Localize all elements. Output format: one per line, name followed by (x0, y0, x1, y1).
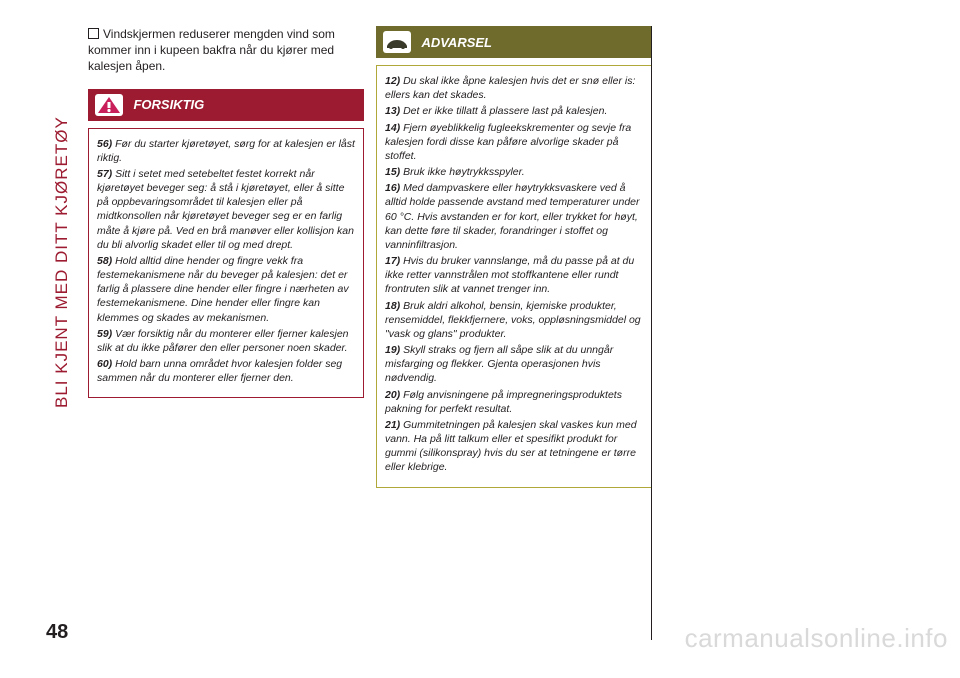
column-divider (651, 26, 652, 640)
warning-item: 58) Hold alltid dine hender og fingre ve… (97, 254, 355, 325)
item-text: Med dampvaskere eller høytrykksvaskere v… (385, 182, 640, 251)
item-number: 58) (97, 255, 115, 267)
item-number: 57) (97, 168, 115, 180)
warning-item: 13) Det er ikke tillatt å plassere last … (385, 104, 643, 118)
warning-item: 20) Følg anvisningene på impregneringspr… (385, 388, 643, 416)
warning-item: 16) Med dampvaskere eller høytrykksvaske… (385, 181, 643, 252)
intro-text: Vindskjermen reduserer mengden vind som … (88, 27, 335, 73)
item-text: Du skal ikke åpne kalesjen hvis det er s… (385, 75, 635, 101)
warning-banner: ADVARSEL (376, 26, 652, 58)
item-number: 13) (385, 105, 403, 117)
item-text: Hold alltid dine hender og fingre vekk f… (97, 255, 349, 324)
caution-banner: FORSIKTIG (88, 89, 364, 121)
warning-item: 17) Hvis du bruker vannslange, må du pas… (385, 254, 643, 297)
page-number: 48 (46, 621, 68, 644)
item-text: Følg anvisningene på impregneringsproduk… (385, 389, 622, 415)
warning-item: 18) Bruk aldri alkohol, bensin, kjemiske… (385, 299, 643, 342)
warning-item: 56) Før du starter kjøretøyet, sørg for … (97, 137, 355, 165)
item-number: 16) (385, 182, 403, 194)
item-number: 12) (385, 75, 403, 87)
item-text: Sitt i setet med setebeltet festet korre… (97, 168, 354, 251)
item-number: 17) (385, 255, 403, 267)
warning-item: 60) Hold barn unna området hvor kalesjen… (97, 357, 355, 385)
item-number: 15) (385, 166, 403, 178)
item-number: 59) (97, 328, 115, 340)
item-text: Før du starter kjøretøyet, sørg for at k… (97, 138, 355, 164)
intro-paragraph: Vindskjermen reduserer mengden vind som … (88, 26, 364, 75)
caution-box: 56) Før du starter kjøretøyet, sørg for … (88, 128, 364, 399)
item-text: Det er ikke tillatt å plassere last på k… (403, 105, 607, 117)
item-text: Hvis du bruker vannslange, må du passe p… (385, 255, 634, 295)
item-number: 18) (385, 300, 403, 312)
item-text: Skyll straks og fjern all såpe slik at d… (385, 344, 613, 384)
item-text: Bruk ikke høytrykksspyler. (403, 166, 525, 178)
manual-page: BLI KJENT MED DITT KJØRETØY 48 Vindskjer… (40, 10, 680, 650)
item-text: Gummitetningen på kalesjen skal vaskes k… (385, 419, 637, 474)
warning-item: 19) Skyll straks og fjern all såpe slik … (385, 343, 643, 386)
item-text: Hold barn unna området hvor kalesjen fol… (97, 358, 342, 384)
square-icon (88, 28, 99, 39)
item-number: 21) (385, 419, 403, 431)
item-number: 60) (97, 358, 115, 370)
item-text: Fjern øyeblikkelig fugleekskrementer og … (385, 122, 631, 162)
column-2: ADVARSEL 12) Du skal ikke åpne kalesjen … (376, 26, 652, 640)
item-number: 14) (385, 122, 403, 134)
warning-item: 15) Bruk ikke høytrykksspyler. (385, 165, 643, 179)
item-number: 19) (385, 344, 403, 356)
caution-icon (95, 94, 123, 116)
item-number: 56) (97, 138, 115, 150)
column-1: Vindskjermen reduserer mengden vind som … (88, 26, 364, 640)
warning-item: 14) Fjern øyeblikkelig fugleekskrementer… (385, 121, 643, 164)
warning-box: 12) Du skal ikke åpne kalesjen hvis det … (376, 65, 652, 488)
warning-label: ADVARSEL (421, 35, 492, 50)
warning-item: 59) Vær forsiktig når du monterer eller … (97, 327, 355, 355)
item-text: Bruk aldri alkohol, bensin, kjemiske pro… (385, 300, 641, 340)
warning-icon (383, 31, 411, 53)
item-number: 20) (385, 389, 403, 401)
caution-label: FORSIKTIG (133, 97, 204, 112)
warning-item: 21) Gummitetningen på kalesjen skal vask… (385, 418, 643, 475)
warning-item: 57) Sitt i setet med setebeltet festet k… (97, 167, 355, 252)
warning-item: 12) Du skal ikke åpne kalesjen hvis det … (385, 74, 643, 102)
item-text: Vær forsiktig når du monterer eller fjer… (97, 328, 349, 354)
section-title-vertical: BLI KJENT MED DITT KJØRETØY (52, 28, 72, 408)
watermark-text: carmanualsonline.info (685, 623, 948, 654)
columns: Vindskjermen reduserer mengden vind som … (88, 26, 670, 640)
